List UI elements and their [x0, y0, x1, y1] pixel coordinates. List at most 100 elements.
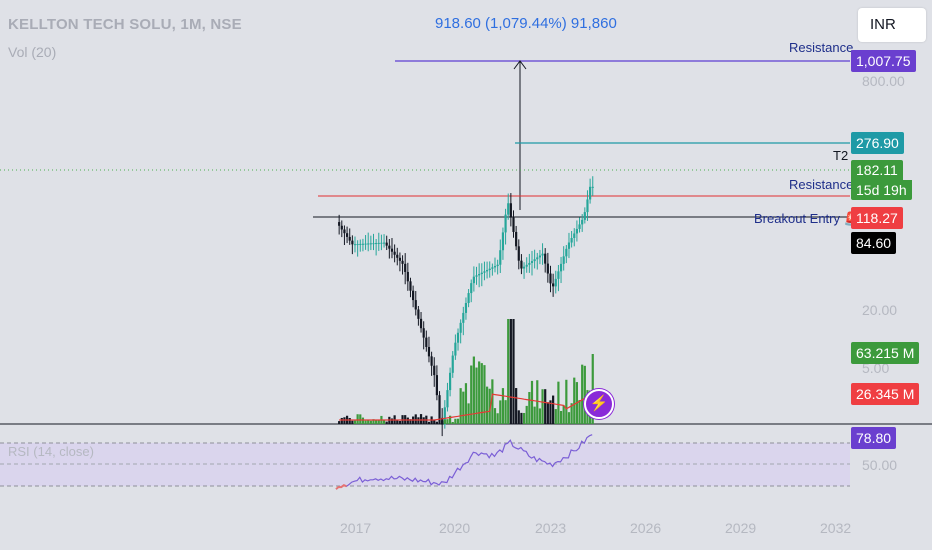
volume-bar: [528, 392, 531, 424]
volume-bar: [353, 420, 357, 424]
volume-bar: [533, 406, 536, 424]
candle-body: [401, 260, 404, 264]
volume-bar: [470, 365, 473, 424]
candle-body: [345, 233, 349, 237]
volume-bar: [583, 365, 586, 424]
volume-bar: [433, 420, 436, 424]
resistance-top-label: Resistance: [789, 40, 854, 55]
candle-body: [396, 254, 399, 258]
candle-body: [356, 244, 359, 246]
volume-bar: [361, 417, 365, 424]
candle-body: [462, 312, 465, 323]
volume-bar: [464, 383, 468, 424]
candle-body: [515, 231, 518, 247]
candle-body: [591, 186, 594, 188]
candle-body: [559, 263, 563, 272]
tag-volume-ma: 26.345 M: [851, 383, 920, 405]
candle-body: [451, 355, 454, 373]
volume-bar: [507, 319, 510, 424]
volume-ma-line: [339, 393, 593, 421]
candle-body: [536, 257, 539, 260]
volume-bar: [422, 417, 425, 424]
candle-body: [570, 237, 573, 243]
candle-body: [499, 250, 502, 265]
volume-bar: [565, 379, 568, 424]
volume-bar: [454, 418, 457, 424]
volume-bar: [475, 367, 478, 424]
tag-countdown: 15d 19h: [851, 180, 912, 200]
measure-label: 918.60 (1,079.44%) 91,860: [435, 15, 617, 32]
volume-bar: [438, 417, 441, 424]
volume-bar: [385, 421, 388, 424]
volume-bar: [501, 388, 505, 424]
candle-body: [390, 248, 394, 252]
volume-bar: [525, 405, 528, 424]
candle-body: [454, 342, 457, 356]
candle-body: [419, 318, 423, 329]
volume-bar: [340, 417, 343, 424]
axis-tick-800: 800.00: [862, 73, 905, 89]
candle-body: [470, 283, 473, 294]
volume-bar: [382, 420, 386, 424]
volume-bar: [417, 417, 420, 424]
rsi-indicator-label[interactable]: RSI (14, close): [8, 444, 94, 459]
candle-body: [507, 203, 510, 215]
volume-bar: [567, 412, 571, 424]
candle-body: [430, 356, 433, 366]
volume-bar: [559, 410, 563, 424]
candle-body: [353, 244, 357, 246]
volume-indicator-label[interactable]: Vol (20): [8, 44, 57, 60]
volume-bar: [578, 400, 581, 424]
candle-body: [412, 290, 415, 301]
candle-body: [565, 248, 568, 257]
volume-bar: [549, 400, 552, 424]
volume-bar: [483, 365, 486, 424]
t2-label: T2: [833, 148, 849, 163]
volume-bar: [398, 420, 402, 424]
candle-body: [483, 271, 486, 273]
candle-body: [361, 243, 365, 245]
rsi-line: [335, 434, 593, 490]
x-tick: 2029: [725, 520, 757, 536]
candle-body: [422, 328, 425, 338]
volume-bars: [338, 319, 594, 424]
candle-body: [554, 278, 557, 287]
volume-bar: [522, 412, 526, 424]
candles: [338, 176, 594, 437]
volume-bar: [451, 421, 454, 424]
volume-bar: [467, 403, 470, 424]
volume-bar: [446, 419, 449, 424]
candle-body: [435, 375, 438, 396]
volume-bar: [562, 405, 565, 424]
currency-button[interactable]: INR: [858, 8, 926, 42]
volume-bar: [435, 421, 438, 424]
volume-bar: [541, 389, 544, 424]
candle-body: [541, 253, 544, 256]
x-tick: 2017: [340, 520, 372, 536]
candle-body: [388, 245, 391, 249]
candle-body: [417, 309, 420, 319]
candle-body: [369, 243, 372, 245]
candle-body: [409, 281, 412, 291]
rsi-oversold-segment: [335, 484, 347, 490]
candle-body: [493, 266, 497, 268]
volume-bar: [369, 420, 372, 424]
volume-bar: [441, 420, 444, 424]
candle-body: [459, 322, 462, 333]
candle-body: [475, 275, 478, 277]
volume-bar: [375, 420, 378, 424]
candle-body: [446, 390, 449, 408]
volume-bar: [396, 419, 399, 424]
candle-body: [398, 257, 402, 261]
volume-bar: [456, 418, 460, 424]
lightning-icon[interactable]: ⚡: [584, 389, 614, 419]
candle-body: [351, 240, 354, 245]
candle-body: [575, 228, 578, 234]
volume-bar: [512, 319, 515, 424]
candle-body: [438, 395, 441, 418]
tag-rsi: 78.80: [851, 427, 897, 449]
candle-body: [533, 259, 536, 262]
candle-body: [340, 225, 343, 230]
candle-body: [504, 214, 507, 233]
